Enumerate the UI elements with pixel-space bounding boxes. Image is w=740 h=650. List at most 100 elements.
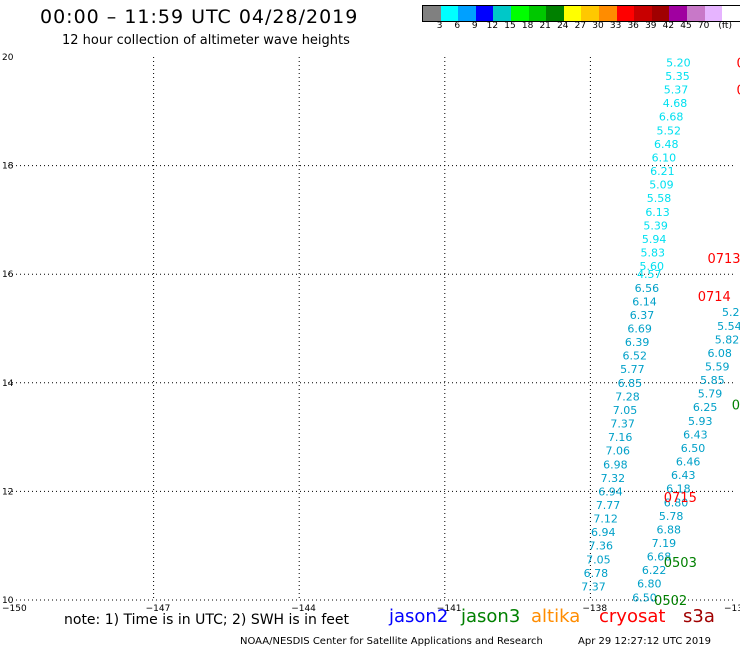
legend-swatch <box>458 6 476 21</box>
wave-height-label: 6.50 <box>681 442 706 455</box>
legend-swatch <box>651 6 670 21</box>
wave-height-label: 4.68 <box>663 97 688 110</box>
pass-time-label: 0502 <box>654 594 687 609</box>
pass-time-label: 0503 <box>664 556 697 571</box>
legend-swatch <box>510 6 529 21</box>
legend-swatch <box>704 6 723 21</box>
legend-swatch <box>722 6 740 21</box>
wave-height-label: 6.48 <box>654 138 679 151</box>
legend-swatch <box>440 6 459 21</box>
lon-label: −144 <box>291 604 316 614</box>
legend-label: 45 <box>680 21 692 31</box>
legend-label: 30 <box>592 21 604 31</box>
wave-height-label: 6.22 <box>642 564 667 577</box>
wave-height-label: 6.13 <box>645 206 670 219</box>
wave-height-label: 6.78 <box>584 567 609 580</box>
wave-height-label: 5.85 <box>700 374 725 387</box>
wave-height-label: 6.56 <box>635 282 660 295</box>
wave-height-label: 5.09 <box>649 179 674 192</box>
wave-height-label: 5.82 <box>715 333 740 346</box>
wave-height-label: 5.79 <box>698 388 723 401</box>
legend-label: 6 <box>454 21 461 31</box>
legend-swatch <box>475 6 494 21</box>
wave-height-label: 7.05 <box>613 404 638 417</box>
wave-height-label: 5.2 <box>722 306 740 319</box>
footer-timestamp: Apr 29 12:27:12 UTC 2019 <box>578 636 711 647</box>
satellite-altika: altika <box>531 606 581 627</box>
legend-label: 18 <box>521 21 534 31</box>
wave-height-label: 5.77 <box>620 363 645 376</box>
wave-height-label: 6.98 <box>603 458 628 471</box>
pass-time-label: 0715 <box>664 491 697 506</box>
wave-height-label: 5.52 <box>656 124 681 137</box>
legend-label: 12 <box>486 21 499 31</box>
wave-height-label: 5.35 <box>665 70 690 83</box>
legend-swatch <box>563 6 582 21</box>
wave-height-label: 6.25 <box>693 401 718 414</box>
legend-swatch <box>686 6 705 21</box>
wave-height-label: 5.54 <box>717 320 740 333</box>
wave-height-label: 6.14 <box>632 295 657 308</box>
legend-swatch <box>581 6 599 21</box>
legend-labels: 3 6 9 12 15 18 21 24 27 30 33 36 39 42 45 70 (ft) <box>422 21 740 33</box>
wave-height-label: 5.20 <box>666 56 691 69</box>
wave-height-label: 7.36 <box>589 540 614 553</box>
wave-height-label: 6.94 <box>598 485 623 498</box>
page-title: 00:00 – 11:59 UTC 04/28/2019 <box>40 6 359 28</box>
pass-time-label: 0712 <box>737 56 740 71</box>
lon-label: −150 <box>2 604 27 614</box>
legend-swatch <box>616 6 635 21</box>
wave-height-label: 6.08 <box>707 347 732 360</box>
satellite-jason3: jason3 <box>461 606 521 627</box>
satellite-cryosat: cryosat <box>599 606 666 627</box>
lon-label: −141 <box>437 604 462 614</box>
legend-label: 15 <box>504 21 516 31</box>
wave-height-label: 6.68 <box>647 551 672 564</box>
wave-height-label: 5.39 <box>643 219 668 232</box>
legend-swatch <box>634 6 652 21</box>
lat-label: 14 <box>2 379 14 389</box>
wave-height-label: 6.94 <box>591 526 616 539</box>
lon-label: −147 <box>146 604 171 614</box>
legend-label: 9 <box>471 21 478 31</box>
legend-label: 21 <box>539 21 551 31</box>
wave-height-label: 7.37 <box>581 580 606 593</box>
wave-height-label: 7.19 <box>652 537 677 550</box>
wave-height-label: 6.52 <box>623 350 648 363</box>
legend-label: 33 <box>609 21 622 31</box>
wave-height-label: 6.80 <box>637 578 662 591</box>
wave-height-label: 7.12 <box>593 513 618 526</box>
wave-height-label: 4.57 <box>637 268 662 281</box>
wave-height-label: 7.32 <box>601 472 626 485</box>
lon-label: −13 <box>724 604 740 614</box>
pass-time-label: 0713 <box>707 252 740 267</box>
units-note: note: 1) Time is in UTC; 2) SWH is in fe… <box>64 612 350 628</box>
legend-swatch <box>528 6 547 21</box>
legend-label: 42 <box>662 21 675 31</box>
footer-credit: NOAA/NESDIS Center for Satellite Applica… <box>240 636 543 647</box>
wave-height-label: 6.37 <box>630 309 655 322</box>
wave-height-label: 6.10 <box>652 151 677 164</box>
lat-label: 20 <box>2 53 14 63</box>
color-legend <box>422 5 740 22</box>
wave-height-label: 6.68 <box>659 111 684 124</box>
wave-height-label: 7.16 <box>608 431 633 444</box>
legend-label: 70 <box>697 21 710 31</box>
legend-label: 3 <box>436 21 443 31</box>
wave-height-label: 7.37 <box>610 418 635 431</box>
pass-time-label: 050 <box>732 399 740 414</box>
legend-swatch <box>669 6 687 21</box>
wave-height-label: 6.85 <box>618 377 643 390</box>
lat-label: 16 <box>2 270 14 280</box>
lon-label: −138 <box>582 604 607 614</box>
legend-label: 36 <box>627 21 639 31</box>
wave-height-label: 7.05 <box>586 553 611 566</box>
lat-label: 18 <box>2 162 14 172</box>
legend-label: 24 <box>557 21 569 31</box>
wave-height-label: 6.18 <box>666 483 691 496</box>
pass-time-label: 0714 <box>698 290 731 305</box>
wave-height-label: 7.06 <box>606 445 631 458</box>
wave-height-label: 6.50 <box>632 591 657 604</box>
wave-height-label: 5.94 <box>642 233 667 246</box>
